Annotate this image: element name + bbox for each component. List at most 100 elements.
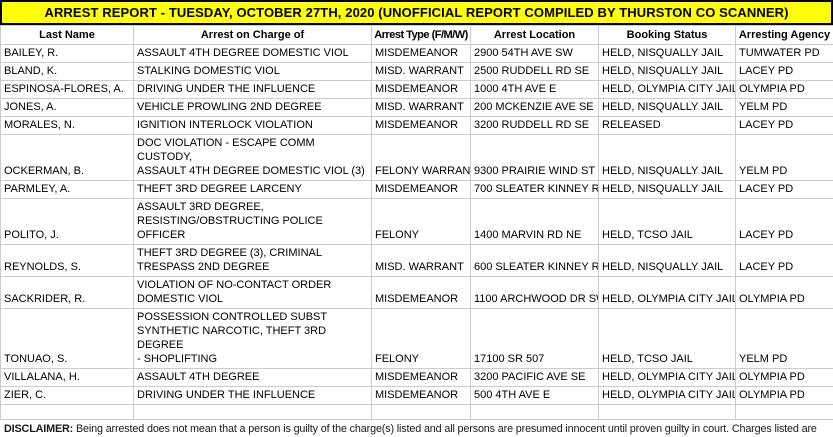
cell-charge: IGNITION INTERLOCK VIOLATION: [133, 116, 372, 135]
cell-charge: POSSESSION CONTROLLED SUBST SYNTHETIC NA…: [133, 308, 372, 369]
cell-last-name: BLAND, K.: [0, 62, 134, 81]
cell-booking-status: HELD, OLYMPIA CITY JAIL: [598, 80, 736, 99]
cell-location: 500 4TH AVE E: [470, 386, 599, 405]
cell-arrest-type: MISD. WARRANT: [371, 244, 471, 277]
empty-cell: [735, 404, 833, 420]
report-title-bar: ARREST REPORT - TUESDAY, OCTOBER 27TH, 2…: [0, 0, 833, 25]
table-row: PARMLEY, A. THEFT 3RD DEGREE LARCENY MIS…: [0, 180, 833, 199]
empty-cell: [470, 404, 599, 420]
cell-last-name: PARMLEY, A.: [0, 180, 134, 199]
cell-arrest-type: MISDEMEANOR: [371, 276, 471, 309]
header-row: Last Name Arrest on Charge of Arrest Typ…: [0, 25, 833, 45]
cell-booking-status: HELD, NISQUALLY JAIL: [598, 98, 736, 117]
cell-agency: LACEY PD: [735, 244, 833, 277]
cell-last-name: POLITO, J.: [0, 198, 134, 245]
cell-booking-status: HELD, TCSO JAIL: [598, 308, 736, 369]
col-header-charge: Arrest on Charge of: [133, 25, 372, 45]
cell-charge: DRIVING UNDER THE INFLUENCE: [133, 386, 372, 405]
cell-last-name: VILLALANA, H.: [0, 368, 134, 387]
cell-charge: VIOLATION OF NO-CONTACT ORDER DOMESTIC V…: [133, 276, 372, 309]
cell-charge: THEFT 3RD DEGREE (3), CRIMINAL TRESPASS …: [133, 244, 372, 277]
cell-booking-status: HELD, NISQUALLY JAIL: [598, 134, 736, 181]
cell-last-name: ESPINOSA-FLORES, A.: [0, 80, 134, 99]
table-row: VILLALANA, H. ASSAULT 4TH DEGREE MISDEME…: [0, 368, 833, 387]
col-header-location: Arrest Location: [470, 25, 599, 45]
cell-booking-status: HELD, OLYMPIA CITY JAIL: [598, 368, 736, 387]
table-row: POLITO, J. ASSAULT 3RD DEGREE, RESISTING…: [0, 198, 833, 245]
table-row: JONES, A. VEHICLE PROWLING 2ND DEGREE MI…: [0, 98, 833, 117]
cell-location: 1100 ARCHWOOD DR SW: [470, 276, 599, 309]
cell-agency: LACEY PD: [735, 180, 833, 199]
cell-last-name: ZIER, C.: [0, 386, 134, 405]
cell-agency: LACEY PD: [735, 62, 833, 81]
col-header-booking-status: Booking Status: [598, 25, 736, 45]
cell-arrest-type: FELONY: [371, 308, 471, 369]
table-row: OCKERMAN, B. DOC VIOLATION - ESCAPE COMM…: [0, 134, 833, 181]
arrest-table-body: BAILEY, R. ASSAULT 4TH DEGREE DOMESTIC V…: [0, 44, 833, 420]
cell-last-name: MORALES, N.: [0, 116, 134, 135]
cell-agency: YELM PD: [735, 98, 833, 117]
cell-agency: OLYMPIA PD: [735, 80, 833, 99]
cell-location: 3200 RUDDELL RD SE: [470, 116, 599, 135]
cell-booking-status: HELD, OLYMPIA CITY JAIL: [598, 386, 736, 405]
empty-cell: [598, 404, 736, 420]
empty-cell: [0, 404, 134, 420]
cell-charge: ASSAULT 4TH DEGREE: [133, 368, 372, 387]
cell-arrest-type: MISDEMEANOR: [371, 80, 471, 99]
cell-arrest-type: MISD. WARRANT: [371, 98, 471, 117]
cell-booking-status: HELD, TCSO JAIL: [598, 198, 736, 245]
cell-agency: LACEY PD: [735, 198, 833, 245]
cell-charge: VEHICLE PROWLING 2ND DEGREE: [133, 98, 372, 117]
cell-agency: LACEY PD: [735, 116, 833, 135]
cell-location: 200 MCKENZIE AVE SE: [470, 98, 599, 117]
cell-booking-status: HELD, OLYMPIA CITY JAIL: [598, 276, 736, 309]
cell-arrest-type: MISDEMEANOR: [371, 180, 471, 199]
cell-location: 2500 RUDDELL RD SE: [470, 62, 599, 81]
cell-agency: OLYMPIA PD: [735, 386, 833, 405]
cell-arrest-type: MISDEMEANOR: [371, 368, 471, 387]
table-row: BLAND, K. STALKING DOMESTIC VIOL MISD. W…: [0, 62, 833, 81]
cell-booking-status: HELD, NISQUALLY JAIL: [598, 180, 736, 199]
cell-booking-status: HELD, NISQUALLY JAIL: [598, 62, 736, 81]
cell-location: 2900 54TH AVE SW: [470, 44, 599, 63]
col-header-agency: Arresting Agency: [735, 25, 833, 45]
empty-cell: [133, 404, 372, 420]
cell-charge: ASSAULT 3RD DEGREE, RESISTING/OBSTRUCTIN…: [133, 198, 372, 245]
cell-last-name: REYNOLDS, S.: [0, 244, 134, 277]
cell-agency: YELM PD: [735, 134, 833, 181]
cell-last-name: SACKRIDER, R.: [0, 276, 134, 309]
table-row: BAILEY, R. ASSAULT 4TH DEGREE DOMESTIC V…: [0, 44, 833, 63]
arrest-table: Last Name Arrest on Charge of Arrest Typ…: [0, 25, 833, 420]
cell-last-name: OCKERMAN, B.: [0, 134, 134, 181]
cell-charge: DRIVING UNDER THE INFLUENCE: [133, 80, 372, 99]
empty-cell: [371, 404, 471, 420]
empty-row: [0, 404, 833, 420]
col-header-last-name: Last Name: [0, 25, 134, 45]
table-row: ESPINOSA-FLORES, A. DRIVING UNDER THE IN…: [0, 80, 833, 99]
disclaimer-text: DISCLAIMER: Being arrested does not mean…: [0, 420, 833, 437]
cell-location: 3200 PACIFIC AVE SE: [470, 368, 599, 387]
cell-agency: TUMWATER PD: [735, 44, 833, 63]
table-row: MORALES, N. IGNITION INTERLOCK VIOLATION…: [0, 116, 833, 135]
cell-location: 17100 SR 507: [470, 308, 599, 369]
report-title: ARREST REPORT - TUESDAY, OCTOBER 27TH, 2…: [44, 5, 789, 20]
cell-booking-status: HELD, NISQUALLY JAIL: [598, 244, 736, 277]
cell-location: 9300 PRAIRIE WIND ST SE: [470, 134, 599, 181]
disclaimer-part-1: Being arrested does not mean that a pers…: [4, 423, 819, 437]
cell-agency: OLYMPIA PD: [735, 276, 833, 309]
cell-agency: OLYMPIA PD: [735, 368, 833, 387]
cell-location: 700 SLEATER KINNEY RD SE: [470, 180, 599, 199]
cell-booking-status: RELEASED: [598, 116, 736, 135]
cell-last-name: TONUAO, S.: [0, 308, 134, 369]
disclaimer-label: DISCLAIMER:: [4, 423, 74, 435]
cell-location: 600 SLEATER KINNEY RD SE: [470, 244, 599, 277]
cell-charge: STALKING DOMESTIC VIOL: [133, 62, 372, 81]
cell-last-name: JONES, A.: [0, 98, 134, 117]
cell-charge: THEFT 3RD DEGREE LARCENY: [133, 180, 372, 199]
arrest-table-header: Last Name Arrest on Charge of Arrest Typ…: [0, 25, 833, 45]
cell-charge: ASSAULT 4TH DEGREE DOMESTIC VIOL: [133, 44, 372, 63]
table-row: ZIER, C. DRIVING UNDER THE INFLUENCE MIS…: [0, 386, 833, 405]
table-row: TONUAO, S. POSSESSION CONTROLLED SUBST S…: [0, 308, 833, 369]
cell-arrest-type: MISD. WARRANT: [371, 62, 471, 81]
